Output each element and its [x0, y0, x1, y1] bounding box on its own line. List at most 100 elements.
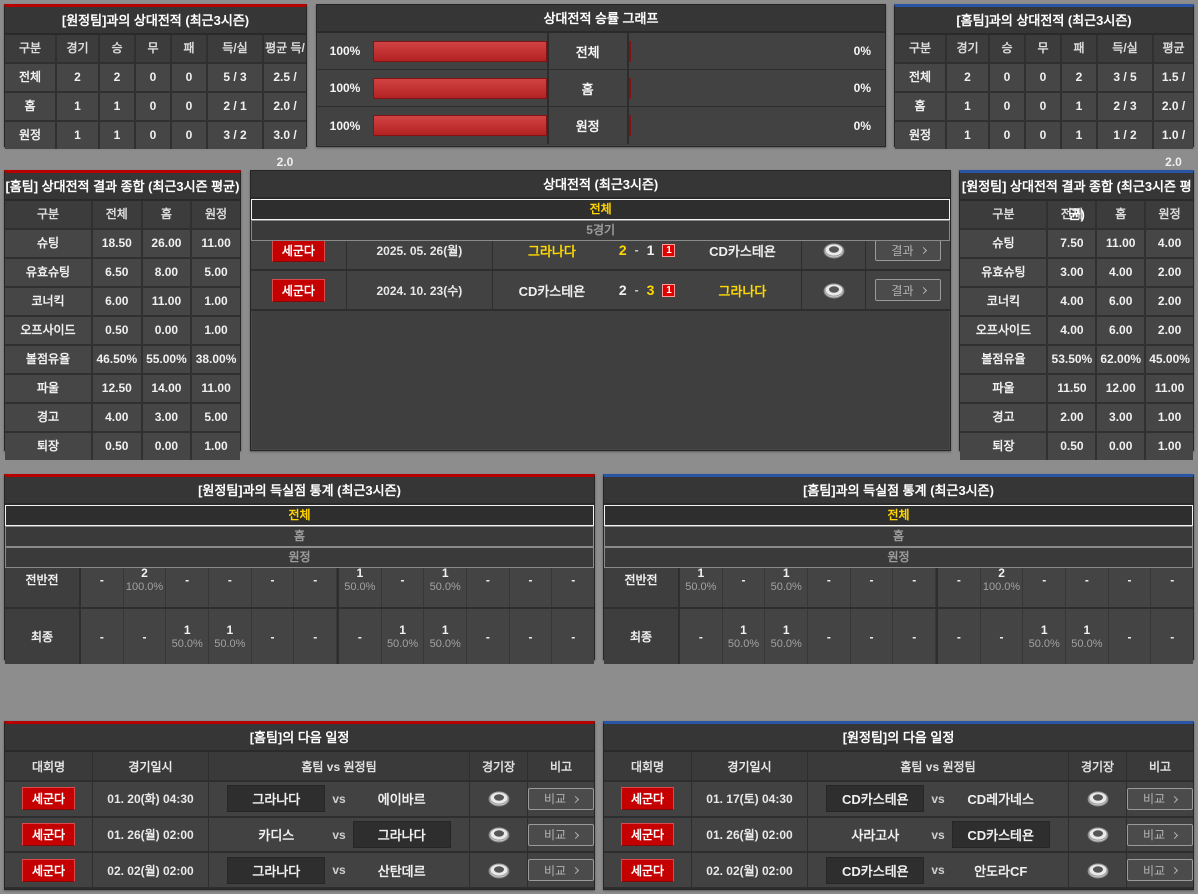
cell: 2.00 [1146, 317, 1193, 344]
cell: 1 [947, 93, 990, 120]
header-cell: 홈 [142, 201, 193, 228]
league-badge: 세군다 [21, 858, 76, 882]
league-cell: 세군다 [251, 271, 347, 309]
chevron-right-icon [1171, 831, 1179, 839]
header-cell: 전체 [93, 201, 143, 228]
row-label: 유효슈팅 [960, 259, 1049, 286]
summary-row: 퇴장 0.50 0.00 1.00 [960, 433, 1193, 460]
cell: 3.00 [1097, 404, 1147, 431]
tab[interactable]: 전체 [604, 505, 1193, 526]
header-cell: 무 [136, 35, 172, 62]
cell: 3.00 [1048, 259, 1098, 286]
tab[interactable]: 홈 [604, 526, 1193, 547]
schedule-row-item: 세군다 01. 17(토) 04:30 CD카스테욘 vs CD레가네스 [604, 782, 1193, 818]
cell: - [893, 552, 937, 607]
cell: 1.00 [192, 433, 240, 460]
cell: 1 50.0% [765, 552, 809, 607]
header-cell: 득/실 [1098, 35, 1154, 62]
home-summary-panel: [홈팀] 상대전적 결과 종합 (최근3시즌 평균) 구분 전체 홈 원정 슈팅… [4, 170, 241, 460]
compare-button-label: 비교 [1142, 863, 1166, 878]
teams-cell: CD카스테욘 2 - 3 1 그라나다 [493, 271, 803, 309]
tab[interactable]: 원정 [604, 547, 1193, 568]
away-team-name: 그라나다 [353, 822, 450, 847]
header-cell: 구분 [960, 201, 1049, 228]
record-row: 전체 2 0 0 2 3 / 5 1.5 / 2.5 [895, 64, 1193, 111]
row-label: 슈팅 [960, 230, 1049, 257]
stadium-icon[interactable] [487, 790, 511, 807]
panel-title: [원정팀]과의 상대전적 (최근3시즌) [5, 7, 306, 35]
cell: 1 [100, 93, 136, 120]
note-cell: 결과 [866, 231, 950, 269]
panel-title: 상대전적 승률 그래프 [317, 5, 885, 33]
cell: 0 [990, 93, 1026, 120]
record-row: 원정 1 1 0 0 3 / 2 3.0 / 2.0 [5, 122, 306, 169]
cell: 3 / 2 [208, 122, 264, 149]
cell: 1 50.0% [166, 609, 210, 664]
schedule-row: [홈팀]의 다음 일정 대회명 경기일시 홈팀 vs 원정팀 경기장 비고 세군… [4, 721, 1194, 890]
row-label: 파울 [5, 375, 93, 402]
vs-away-record-panel: [원정팀]과의 상대전적 (최근3시즌) 구분 경기 승 무 패 득/실 평균 … [4, 4, 307, 169]
result-button[interactable]: 결과 [875, 239, 942, 261]
left-percent: 100% [329, 118, 361, 133]
compare-button[interactable]: 비교 [1127, 859, 1193, 882]
cell: 1 50.0% [680, 552, 723, 607]
stadium-icon[interactable] [822, 242, 846, 259]
cell: - [510, 552, 553, 607]
winrate-graph-panel: 상대전적 승률 그래프 100% 전체 0% [316, 4, 886, 147]
cell: - [851, 609, 894, 664]
teams-cell: CD카스테욘 vs CD레가네스 [808, 782, 1069, 816]
tab[interactable]: 5경기 [250, 220, 951, 241]
cell: 6.00 [93, 288, 143, 315]
goals-row: 최종 - 1 50.0% 1 50.0% - - - - - 1 50.0% 1 50.… [604, 609, 1193, 664]
stadium-icon[interactable] [1086, 826, 1110, 843]
stadium-icon[interactable] [1086, 790, 1110, 807]
cell: 53.50% [1048, 346, 1098, 373]
tab[interactable]: 원정 [5, 547, 594, 568]
note-cell: 비교 [1127, 782, 1193, 816]
cell: 2.00 [1048, 404, 1098, 431]
away-summary-panel: [원정팀] 상대전적 결과 종합 (최근3시즌 평균) 구분 전체 홈 원정 슈… [959, 170, 1194, 460]
cell: 1.0 / 2.0 [1154, 122, 1193, 169]
stadium-icon[interactable] [822, 282, 846, 299]
cell: 11.00 [192, 230, 240, 257]
away-team-name: 그라나다 [718, 283, 767, 299]
top-row: [원정팀]과의 상대전적 (최근3시즌) 구분 경기 승 무 패 득/실 평균 … [4, 4, 1194, 169]
compare-button[interactable]: 비교 [1127, 823, 1193, 846]
summary-row: 오프사이드 4.00 6.00 2.00 [960, 317, 1193, 346]
vs-label: vs [931, 791, 945, 806]
result-button-label: 결과 [891, 243, 914, 258]
compare-button[interactable]: 비교 [528, 823, 594, 846]
left-bar-track [373, 40, 547, 62]
stadium-icon[interactable] [487, 862, 511, 879]
cell: - [981, 609, 1024, 664]
compare-button[interactable]: 비교 [528, 859, 594, 882]
record-row: 홈 1 0 0 1 2 / 3 2.0 / 3.0 [895, 93, 1193, 140]
graph-row-label: 전체 [546, 33, 629, 69]
cell: 0.00 [142, 317, 193, 344]
note-cell: 비교 [528, 782, 594, 816]
tab[interactable]: 전체 [5, 505, 594, 526]
compare-button[interactable]: 비교 [528, 787, 594, 810]
right-percent: 0% [853, 44, 871, 58]
compare-button[interactable]: 비교 [1127, 787, 1193, 810]
cell: 2 100.0% [981, 552, 1024, 607]
cell: - [294, 609, 338, 664]
row-label: 볼점유율 [960, 346, 1049, 373]
summary-header-row: 구분 전체 홈 원정 [5, 201, 240, 230]
vs-label: vs [332, 827, 346, 842]
cell: - [1023, 552, 1067, 607]
result-button[interactable]: 결과 [875, 279, 942, 301]
row-label: 오프사이드 [960, 317, 1049, 344]
summary-row: 코너킥 6.00 11.00 1.00 [5, 288, 240, 317]
tab[interactable]: 전체 [250, 199, 951, 220]
league-cell: 세군다 [5, 853, 93, 888]
cell: 5 / 3 [208, 64, 264, 91]
league-badge: 세군다 [620, 787, 675, 811]
stadium-icon[interactable] [1086, 862, 1110, 879]
stadium-icon[interactable] [487, 826, 511, 843]
cell: 0 [172, 64, 208, 91]
teams-cell: 사라고사 vs CD카스테욘 [808, 817, 1069, 852]
league-badge: 세군다 [620, 823, 675, 846]
tab[interactable]: 홈 [5, 526, 594, 547]
header-cell: 원정 [192, 201, 240, 228]
